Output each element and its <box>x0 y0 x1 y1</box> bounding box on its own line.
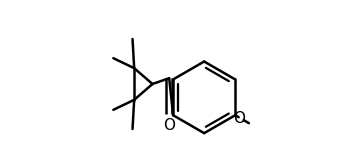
Text: O: O <box>233 111 245 126</box>
Text: O: O <box>163 118 175 133</box>
